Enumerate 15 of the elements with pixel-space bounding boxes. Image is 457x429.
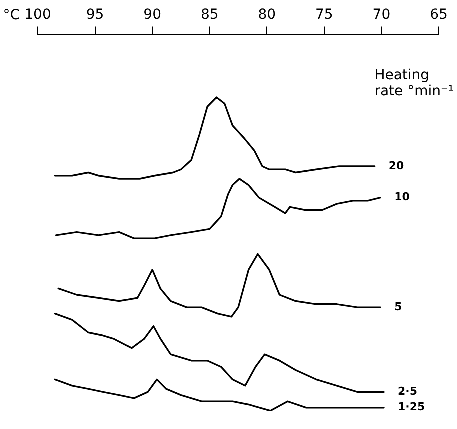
x-tick-label: 75 — [316, 7, 334, 24]
x-axis-title: °C — [3, 8, 20, 24]
series-label: 5 — [394, 300, 402, 314]
series-label: 1·25 — [398, 400, 426, 414]
legend-title: Heating rate °min⁻¹ — [374, 68, 454, 100]
x-tick-label: 95 — [86, 7, 104, 24]
series-label: 20 — [388, 159, 404, 172]
x-tick-label: 100 — [24, 7, 52, 24]
series-label: 2·5 — [398, 385, 418, 398]
series-label: 10 — [394, 190, 410, 204]
x-tick-label: 65 — [430, 7, 448, 24]
x-tick-label: 85 — [200, 7, 219, 24]
x-tick-label: 80 — [258, 7, 276, 24]
x-tick-label: 70 — [372, 7, 391, 24]
x-tick-label: 90 — [144, 7, 162, 24]
